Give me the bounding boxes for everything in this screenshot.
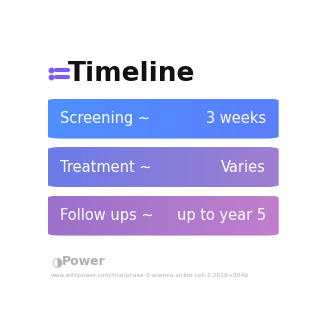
- Text: Timeline: Timeline: [68, 61, 195, 87]
- Text: Power: Power: [62, 255, 106, 268]
- Text: ◑: ◑: [51, 255, 62, 268]
- Text: www.withpower.com/trial/phase-3-anemia-sickle-cell-2-2019-c304b: www.withpower.com/trial/phase-3-anemia-s…: [51, 273, 249, 278]
